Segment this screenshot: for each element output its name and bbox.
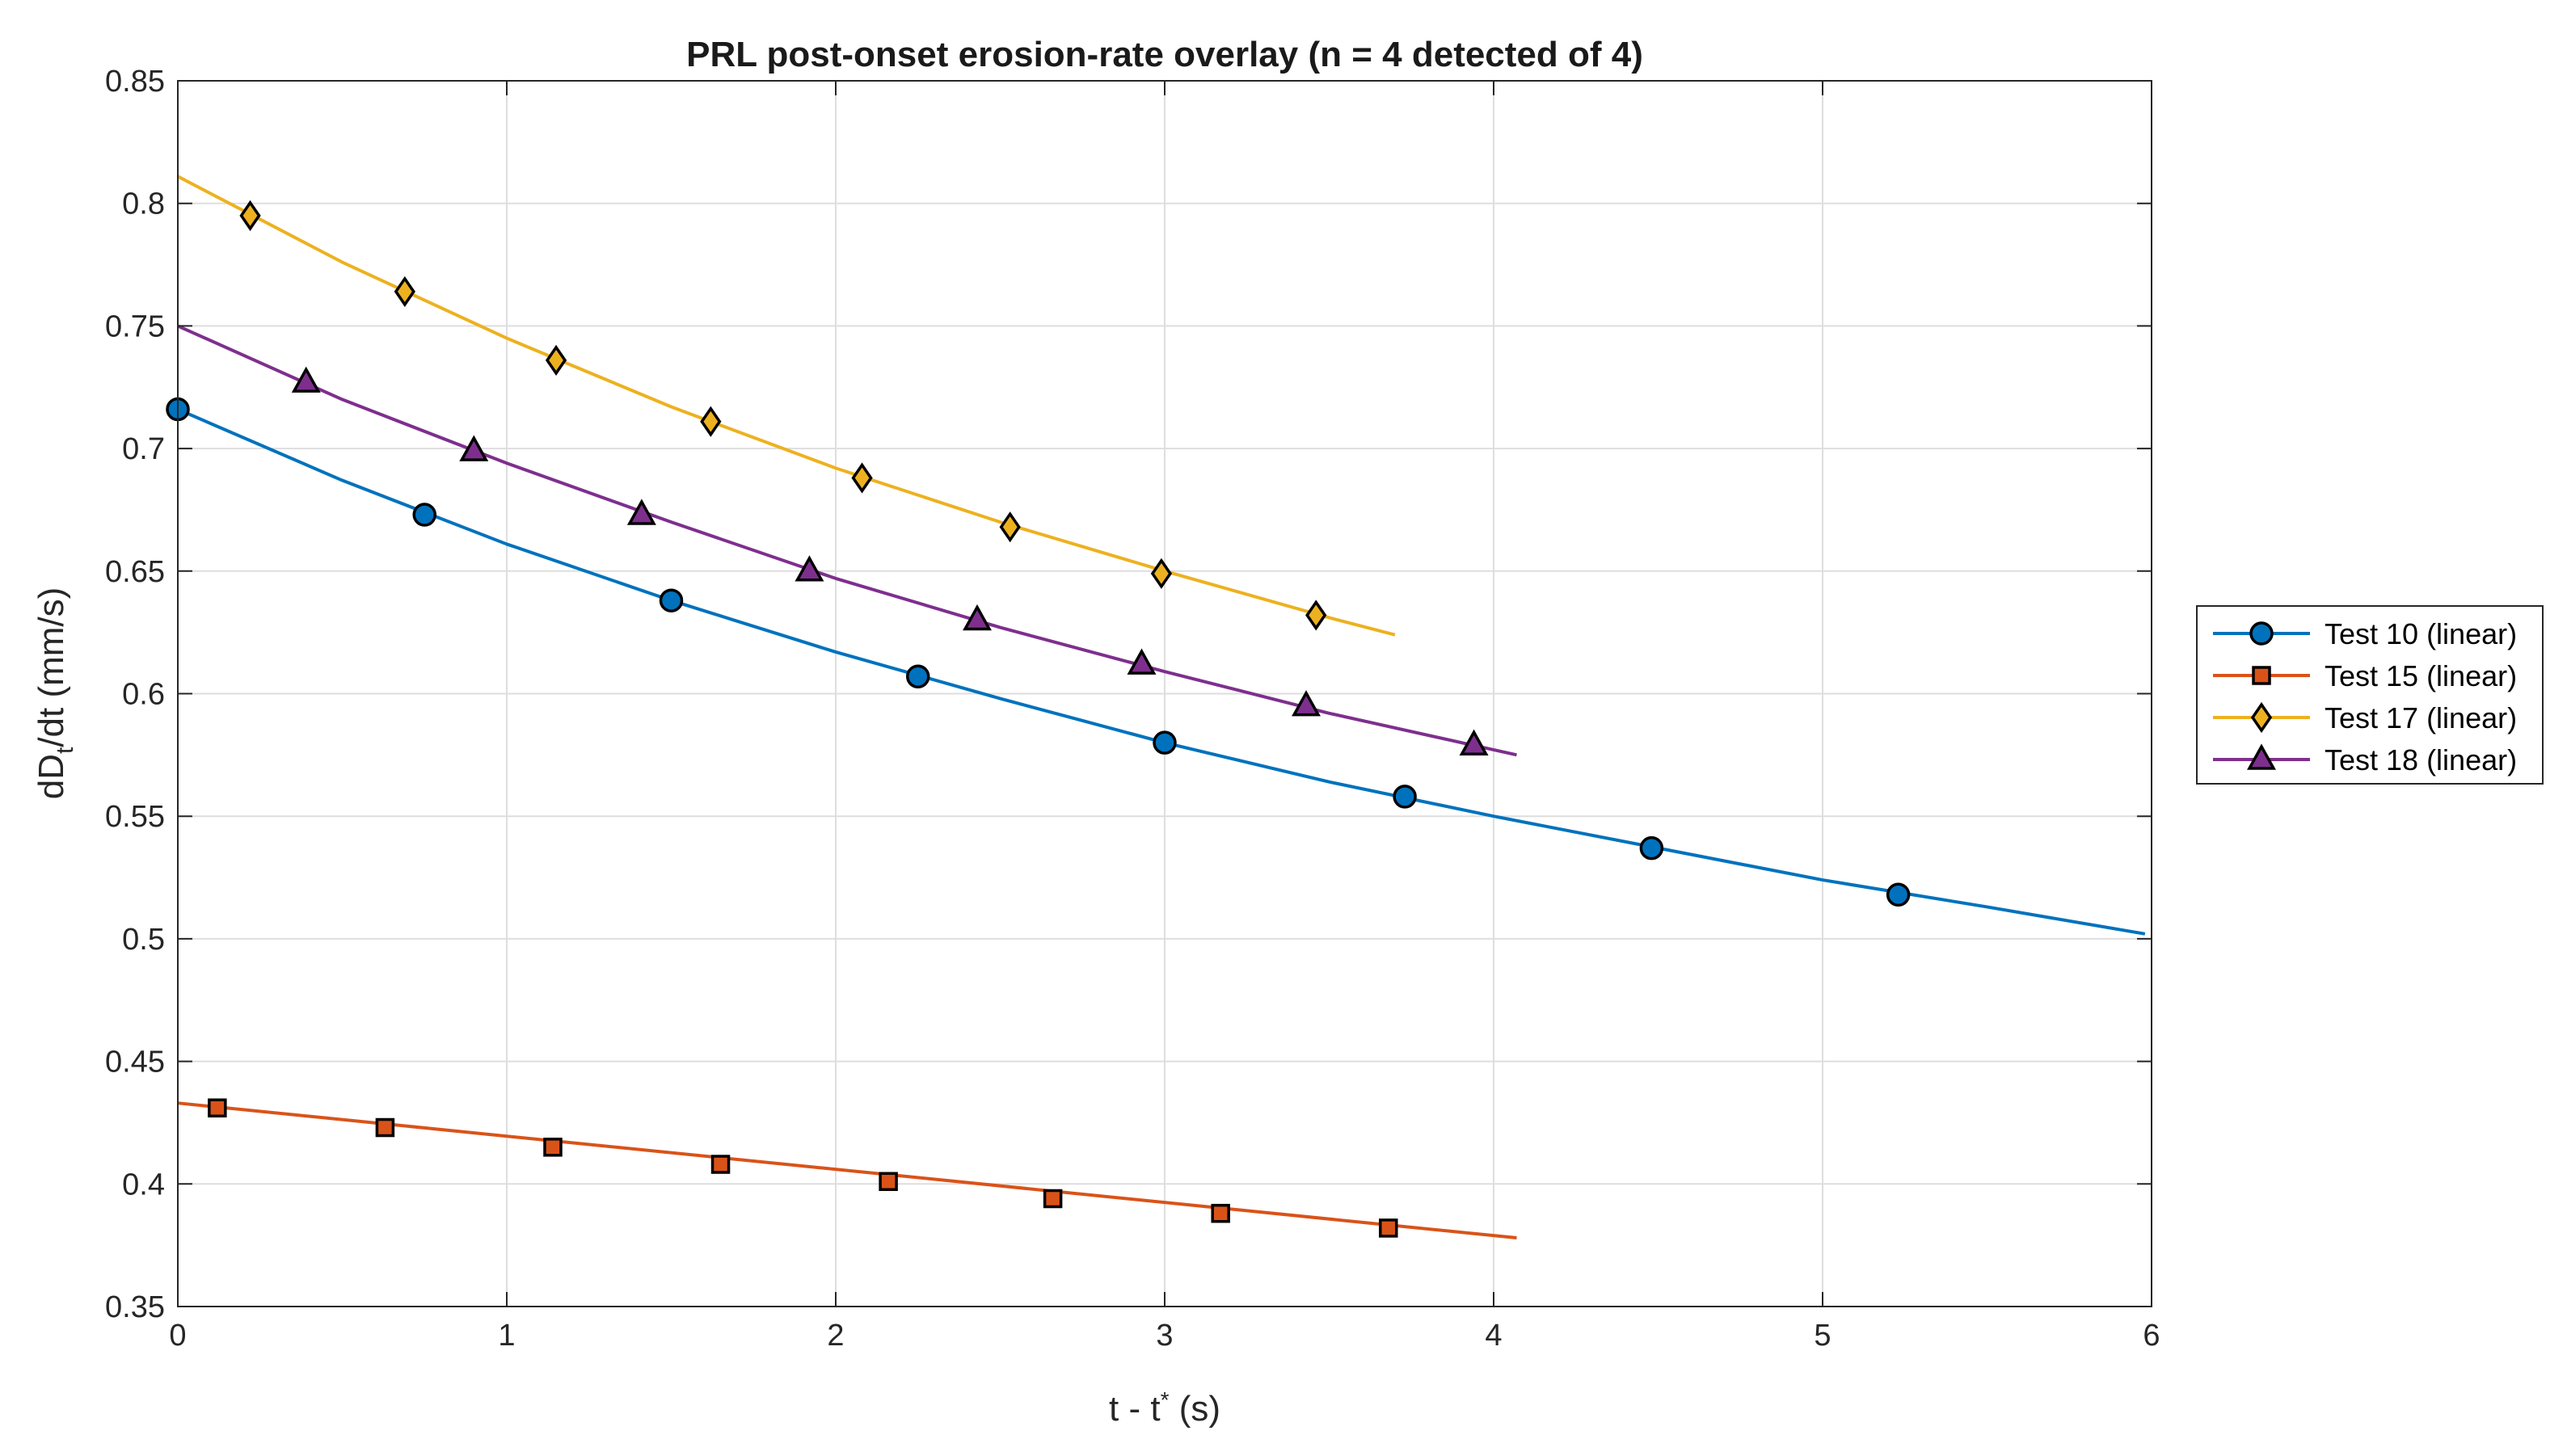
legend-entry: Test 15 (linear) xyxy=(2213,659,2517,692)
series-point xyxy=(459,435,489,461)
legend-marker xyxy=(2247,743,2276,770)
series-line xyxy=(177,1101,1517,1240)
y-axis-label-sub: t xyxy=(52,747,78,754)
series-point xyxy=(1127,648,1157,675)
series-point xyxy=(999,511,1021,543)
series-point xyxy=(851,462,873,494)
x-tick-label: 0 xyxy=(169,1319,186,1353)
legend-label: Test 17 (linear) xyxy=(2325,701,2517,734)
y-tick-label: 0.35 xyxy=(105,1290,165,1324)
series-point xyxy=(1305,600,1327,631)
series-point xyxy=(1886,882,1911,907)
x-tick-label: 2 xyxy=(827,1319,844,1353)
series-point xyxy=(700,406,722,437)
series-point xyxy=(208,1098,227,1117)
series-line xyxy=(177,324,1517,757)
series-2 xyxy=(177,1098,1517,1240)
series-point xyxy=(1459,729,1489,755)
y-tick-label: 0.45 xyxy=(105,1046,165,1079)
legend: Test 10 (linear) Test 15 (linear) Test 17 … xyxy=(2196,605,2544,785)
y-tick-label: 0.75 xyxy=(105,309,165,343)
y-tick-label: 0.4 xyxy=(122,1168,165,1201)
series-point xyxy=(543,1138,563,1157)
x-tick-label: 1 xyxy=(498,1319,515,1353)
x-axis-label-main: t - t xyxy=(1109,1389,1161,1429)
series-4 xyxy=(177,324,1517,757)
x-axis-label: t - t* (s) xyxy=(1109,1387,1220,1429)
y-tick-label: 0.8 xyxy=(122,187,165,221)
x-axis-label-sup: * xyxy=(1161,1387,1170,1412)
series-point xyxy=(659,588,684,612)
series-point xyxy=(239,200,261,231)
chart-title: PRL post-onset erosion-rate overlay (n =… xyxy=(686,35,1643,74)
legend-label: Test 10 (linear) xyxy=(2325,617,2517,650)
series-point xyxy=(626,499,656,525)
series-point xyxy=(795,555,824,582)
legend-marker xyxy=(2250,701,2273,734)
legend-marker xyxy=(2249,621,2274,646)
series-point xyxy=(906,664,930,689)
series-point xyxy=(1379,1218,1398,1238)
legend-entry: Test 18 (linear) xyxy=(2213,743,2517,776)
series-point xyxy=(394,276,415,308)
series-point xyxy=(710,1155,731,1174)
series-1 xyxy=(166,397,2146,936)
series-point xyxy=(412,503,436,527)
x-tick-label: 5 xyxy=(1814,1319,1831,1353)
x-tick-label: 3 xyxy=(1156,1319,1173,1353)
y-tick-label: 0.65 xyxy=(105,555,165,589)
series-point xyxy=(545,344,567,376)
x-tick-label: 4 xyxy=(1485,1319,1502,1353)
series-point xyxy=(963,604,992,631)
series-point xyxy=(1292,690,1321,717)
series-point xyxy=(1393,785,1417,809)
series-point xyxy=(375,1117,395,1138)
series-point xyxy=(879,1172,898,1192)
series-point xyxy=(1639,835,1664,861)
legend-marker xyxy=(2252,666,2271,685)
y-axis-label: dDt/dt (mm/s) xyxy=(32,587,78,800)
y-tick-label: 0.55 xyxy=(105,800,165,834)
series-point xyxy=(291,366,321,393)
series-point xyxy=(1043,1189,1063,1209)
legend-label: Test 18 (linear) xyxy=(2325,743,2517,776)
y-tick-label: 0.5 xyxy=(122,923,165,957)
legend-label: Test 15 (linear) xyxy=(2325,659,2517,692)
series-point xyxy=(1153,730,1177,755)
series-layer xyxy=(166,175,2146,1240)
legend-entry: Test 17 (linear) xyxy=(2213,701,2517,734)
y-axis-label-main: dD xyxy=(32,754,71,799)
y-tick-label: 0.85 xyxy=(105,65,165,99)
x-tick-label: 6 xyxy=(2143,1319,2160,1353)
x-axis-label-tail: (s) xyxy=(1169,1389,1220,1429)
y-tick-label: 0.7 xyxy=(122,432,165,466)
series-point xyxy=(1150,558,1173,589)
y-axis-label-tail: /dt (mm/s) xyxy=(32,587,71,747)
ticks: 0 1 2 3 4 5 6 0.35 0.4 0.45 0.5 0.55 0.6 0.65 0.7 0.75 0… xyxy=(105,65,2160,1353)
legend-entry: Test 10 (linear) xyxy=(2213,617,2517,650)
series-point xyxy=(1211,1203,1230,1223)
series-3 xyxy=(177,175,1396,637)
y-tick-label: 0.6 xyxy=(122,678,165,712)
legend-entries: Test 10 (linear) Test 15 (linear) Test 17 … xyxy=(2213,617,2517,776)
